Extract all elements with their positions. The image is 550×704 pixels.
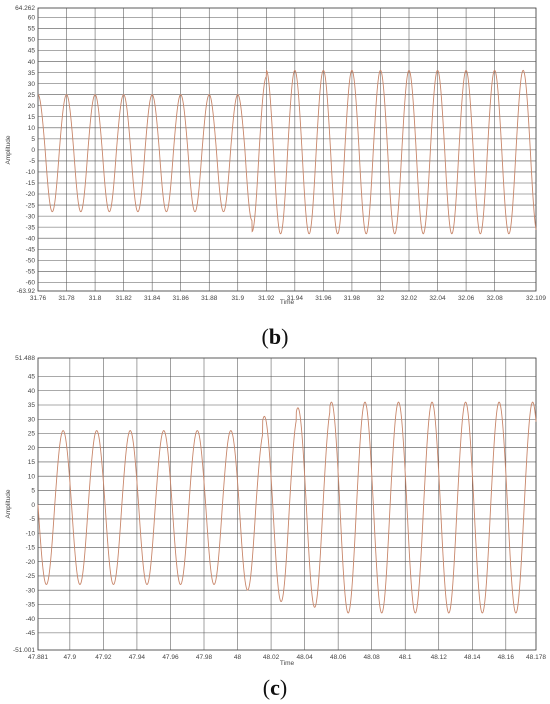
panel-label-b: (b) — [261, 324, 289, 349]
y-tick-label: 45 — [28, 48, 36, 55]
panel-label-c: (c) — [262, 675, 288, 700]
chart-b: 64.262605550454035302520151050-5-10-15-2… — [5, 5, 546, 306]
x-tick-label: 31.76 — [30, 295, 47, 302]
y-tick-label: -35 — [26, 602, 36, 609]
y-tick-label: 0 — [31, 147, 35, 154]
x-tick-label: 31.94 — [287, 295, 304, 302]
x-tick-label: 47.92 — [95, 654, 112, 661]
y-tick-label: -25 — [26, 202, 36, 209]
waveform-line-b — [37, 69, 537, 235]
waveform-line-c — [37, 401, 537, 614]
x-tick-label: 32.109 — [526, 295, 546, 302]
y-axis-title-c: Amplitude — [5, 489, 12, 518]
x-tick-label: 48.178 — [526, 654, 546, 661]
x-tick-label: 47.9 — [64, 654, 77, 661]
y-tick-label: 40 — [28, 388, 36, 395]
y-tick-label: -15 — [26, 545, 36, 552]
x-tick-label: 48.02 — [263, 654, 280, 661]
x-tick-label: 48.12 — [431, 654, 448, 661]
x-tick-label: 48 — [234, 654, 242, 661]
x-tick-label: 47.98 — [196, 654, 213, 661]
y-tick-label: -25 — [26, 573, 36, 580]
x-tick-label: 31.88 — [201, 295, 218, 302]
x-tick-label: 47.96 — [162, 654, 179, 661]
y-tick-label: 50 — [28, 37, 36, 44]
y-tick-label: -45 — [26, 630, 36, 637]
y-tick-label: 20 — [28, 445, 36, 452]
x-tick-label: 31.78 — [58, 295, 75, 302]
y-tick-label: 5 — [31, 488, 35, 495]
x-tick-label: 31.96 — [315, 295, 332, 302]
plot-area-c — [37, 357, 537, 651]
y-tick-label: -30 — [26, 213, 36, 220]
x-tick-label: 31.82 — [115, 295, 132, 302]
x-tick-label: 31.8 — [89, 295, 102, 302]
x-tick-label: 48.08 — [364, 654, 381, 661]
x-tick-label: 47.94 — [129, 654, 146, 661]
y-tick-label: -30 — [26, 587, 36, 594]
y-tick-label: 35 — [28, 402, 36, 409]
chart-c: 51.488 45 40 35 30 25 20 15 10 5 0 -5 -10 -15 -20 -25 -3… — [5, 355, 546, 667]
y-tick-label: -40 — [26, 616, 36, 623]
y-tick-label: -55 — [26, 269, 36, 276]
y-tick-label: 45 — [28, 374, 36, 381]
x-axis-ticks-b: 31.76 31.78 31.8 31.82 31.84 31.86 31.88 31.9 31… — [30, 295, 546, 302]
y-axis-ticks-b: 64.262605550454035302520151050-5-10-15-2… — [15, 5, 35, 295]
y-tick-label: -20 — [26, 559, 36, 566]
x-tick-label: 31.92 — [258, 295, 275, 302]
y-tick-label: -51.001 — [13, 647, 35, 654]
y-tick-label: 0 — [31, 502, 35, 509]
plot-area-b — [37, 7, 537, 292]
x-tick-label: 31.86 — [173, 295, 190, 302]
y-tick-label: -5 — [29, 158, 35, 165]
x-tick-label: 48.1 — [399, 654, 412, 661]
y-tick-label: 64.262 — [15, 5, 35, 12]
y-tick-label: -45 — [26, 246, 36, 253]
x-axis-title-b: Time — [280, 299, 295, 306]
x-tick-label: 31.98 — [344, 295, 361, 302]
y-tick-label: 30 — [28, 81, 36, 88]
y-tick-label: -60 — [26, 280, 36, 287]
y-tick-label: 10 — [28, 125, 36, 132]
y-tick-label: -20 — [26, 191, 36, 198]
y-tick-label: -10 — [26, 169, 36, 176]
x-tick-label: 32.02 — [401, 295, 418, 302]
y-tick-label: -15 — [26, 180, 36, 187]
y-tick-label: 25 — [28, 92, 36, 99]
x-tick-label: 31.84 — [144, 295, 161, 302]
y-axis-title-b: Amplitude — [5, 135, 12, 164]
y-tick-label: 55 — [28, 26, 36, 33]
x-tick-label: 32.04 — [429, 295, 446, 302]
x-tick-label: 48.06 — [330, 654, 347, 661]
y-tick-label: 15 — [28, 459, 36, 466]
x-tick-label: 32.08 — [486, 295, 503, 302]
x-tick-label: 48.14 — [464, 654, 481, 661]
y-tick-label: 5 — [31, 136, 35, 143]
y-tick-label: -50 — [26, 257, 36, 264]
y-tick-label: -10 — [26, 530, 36, 537]
y-tick-label: 30 — [28, 416, 36, 423]
y-tick-label: -63.92 — [17, 288, 36, 295]
x-tick-label: 48.16 — [498, 654, 515, 661]
y-tick-label: 15 — [28, 114, 36, 121]
y-tick-label: 25 — [28, 431, 36, 438]
x-tick-label: 48.04 — [296, 654, 313, 661]
y-tick-label: 40 — [28, 59, 36, 66]
grid-c — [38, 358, 536, 650]
x-tick-label: 47.881 — [28, 654, 48, 661]
x-axis-ticks-c: 47.881 47.9 47.92 47.94 47.96 47.98 48 48.02 48.… — [28, 654, 546, 661]
y-axis-ticks-c: 51.488 45 40 35 30 25 20 15 10 5 0 -5 -10 -15 -20 -25 -3… — [13, 355, 35, 654]
x-tick-label: 31.9 — [231, 295, 244, 302]
y-tick-label: 10 — [28, 473, 36, 480]
x-tick-label: 32.06 — [458, 295, 475, 302]
y-tick-label: 60 — [28, 15, 36, 22]
y-tick-label: 51.488 — [15, 355, 35, 362]
y-tick-label: 35 — [28, 70, 36, 77]
y-tick-label: 20 — [28, 103, 36, 110]
y-tick-label: -40 — [26, 235, 36, 242]
y-tick-label: -5 — [29, 516, 35, 523]
y-tick-label: -35 — [26, 224, 36, 231]
x-tick-label: 32 — [377, 295, 385, 302]
x-axis-title-c: Time — [280, 660, 295, 667]
